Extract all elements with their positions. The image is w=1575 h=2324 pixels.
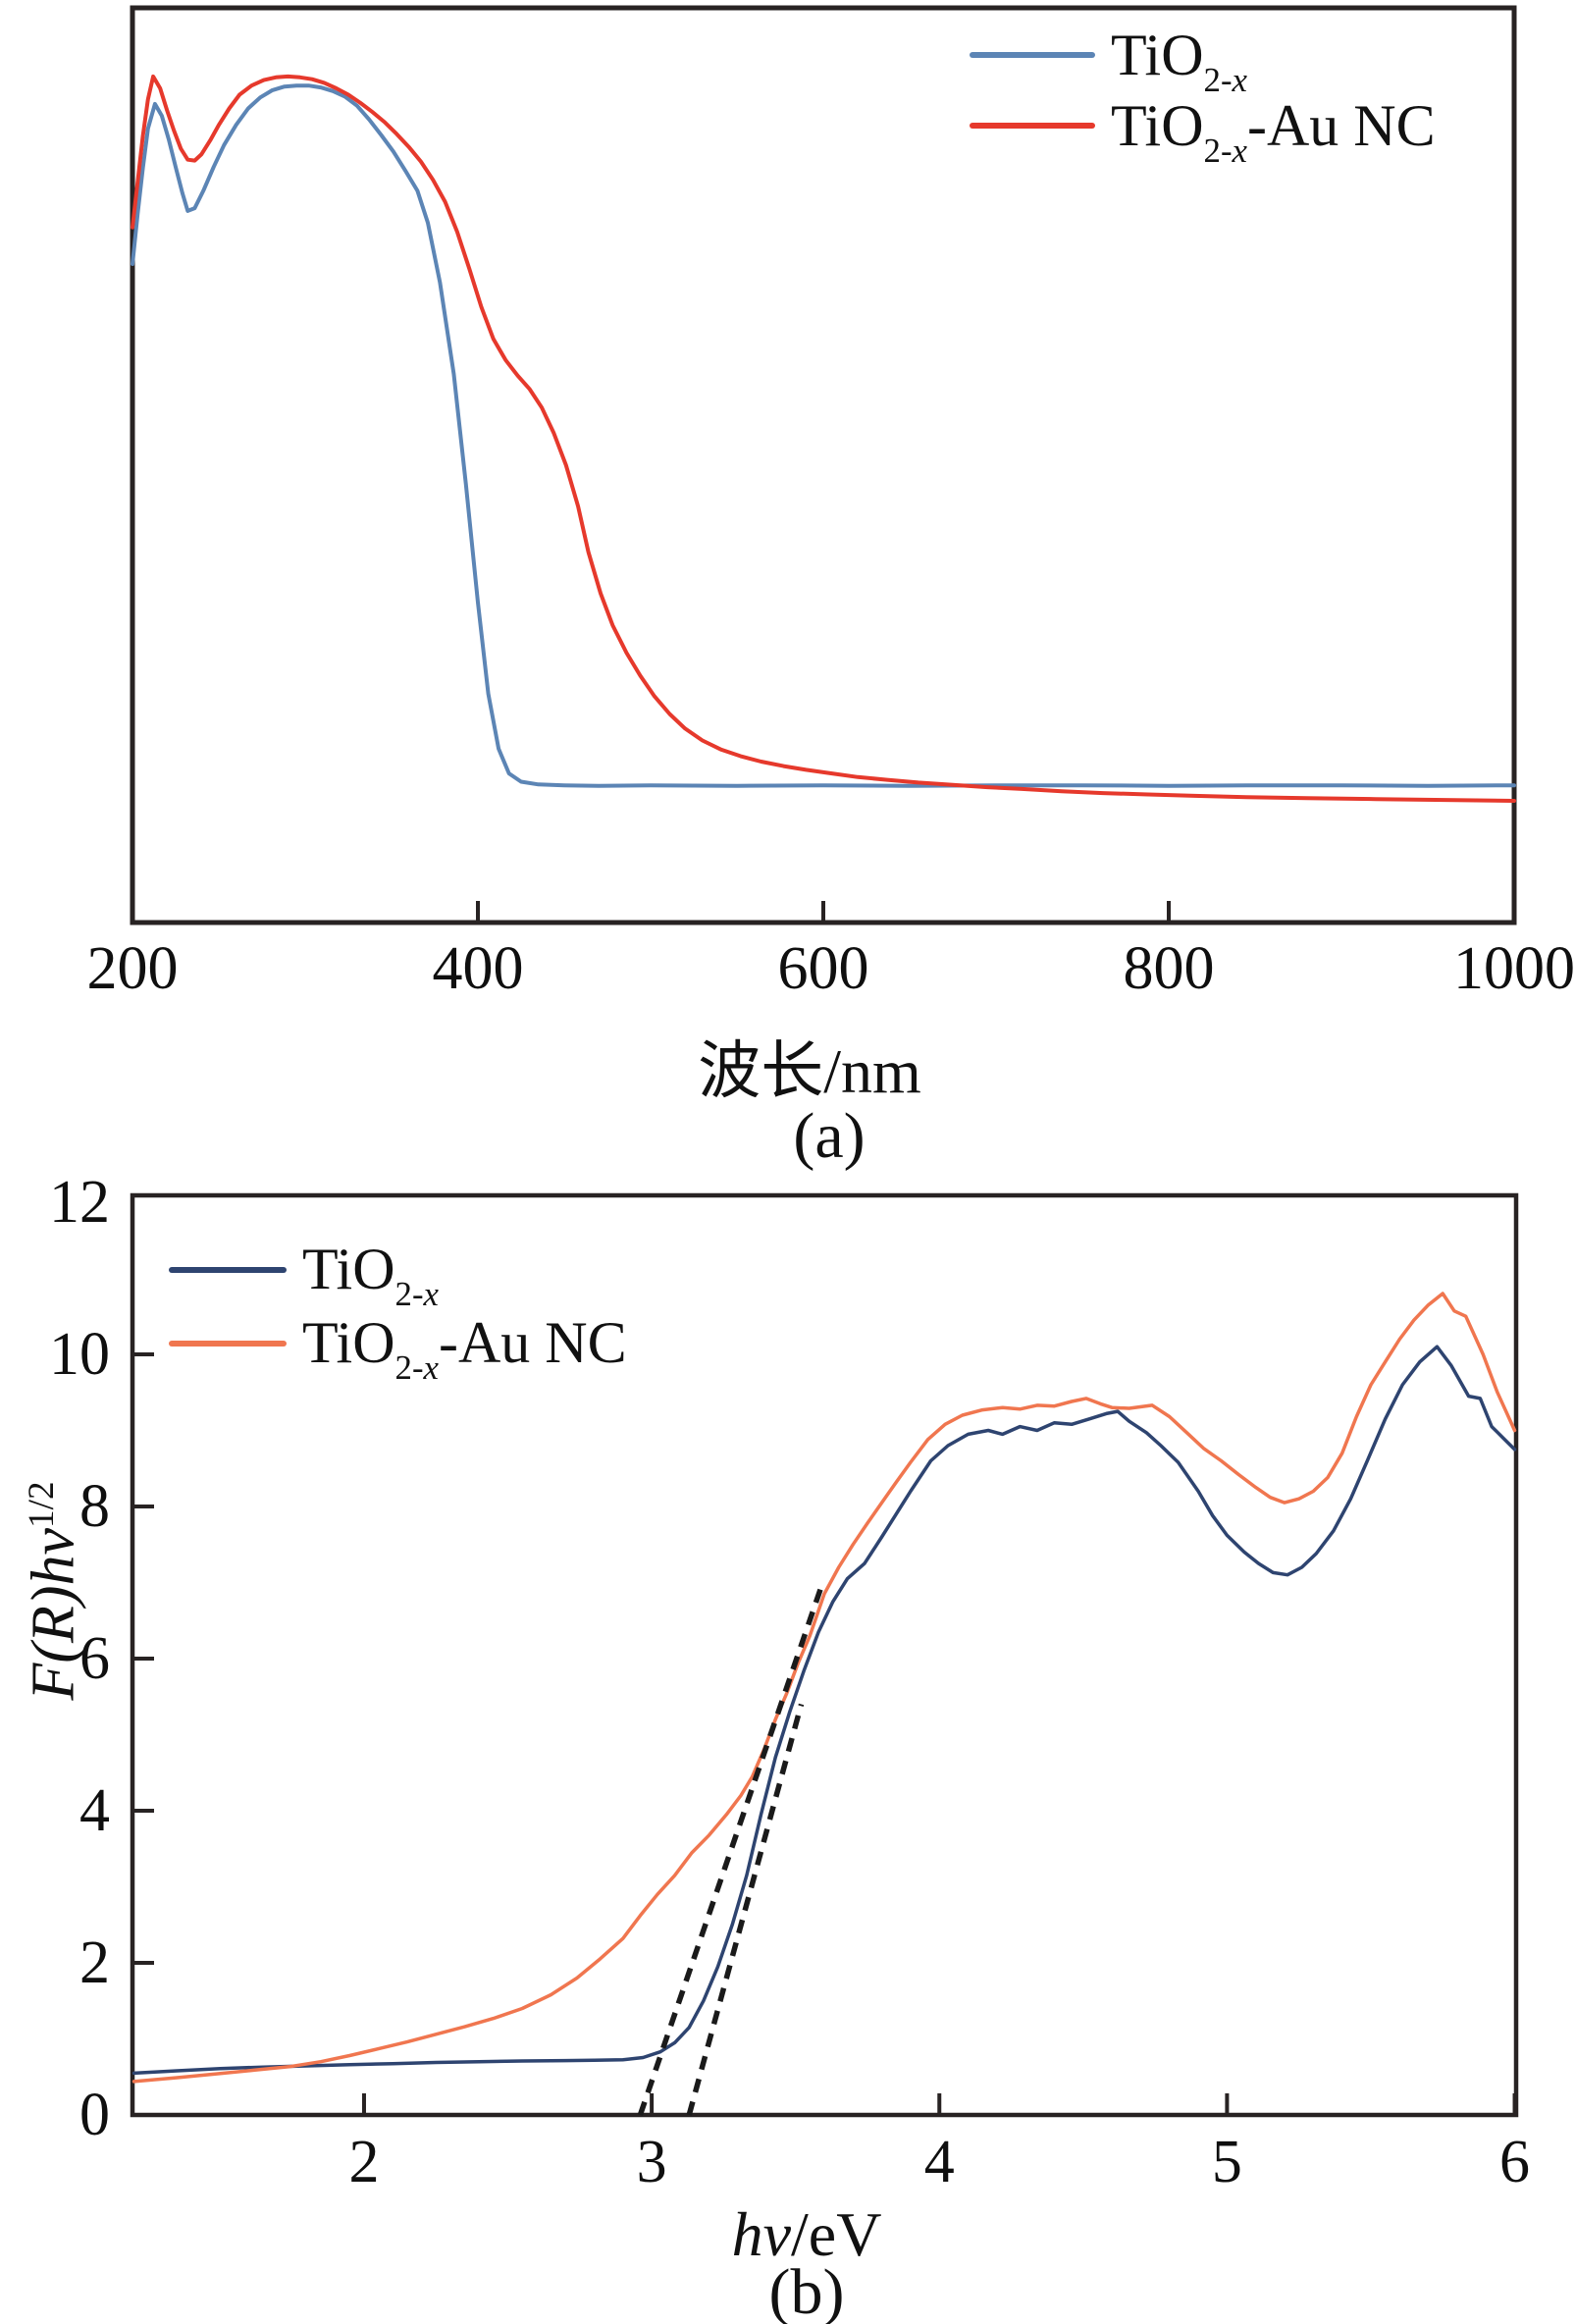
plot-frame [130,5,1517,925]
x-tick-label: 3 [636,2129,667,2195]
x-tick-label: 200 [86,935,179,1002]
formula-subscript-var: x [1232,131,1247,170]
formula-subscript: 2- [1203,60,1233,99]
x-tick-label: 600 [777,935,869,1002]
chart-b-plot [130,1192,1519,2118]
legend-label: TiO2-x-Au NC [302,1309,627,1385]
legend-line-swatch-blue [970,52,1095,58]
chart-a-plot [130,5,1517,925]
panel-b-label: (b) [768,2256,845,2324]
ylabel-main: F(R)hv [20,1527,87,1701]
chart-b-legend: TiO2-x TiO2-x-Au NC [169,1233,627,1385]
legend-line-swatch-orange [169,1340,287,1347]
legend-label: TiO2-x-Au NC [1111,92,1436,168]
formula-base: TiO [302,1237,395,1301]
curve-tio2-x [131,1345,1517,2076]
legend-line-swatch-red [970,123,1095,129]
plot-frame [130,1192,1519,2118]
x-tick-label: 1000 [1453,935,1575,1002]
x-tick-label: 800 [1123,935,1215,1002]
curve-tio2-x [131,83,1516,788]
legend-label: TiO2-x [302,1236,439,1311]
chart-a-xtick-labels: 200 400 600 800 1000 [0,934,1575,1023]
xlabel-unit: /eV [791,2199,882,2269]
bandgap-tangent-line [637,1585,824,2116]
x-tick-label: 2 [348,2129,380,2195]
x-tick-label: 5 [1211,2129,1242,2195]
formula-subscript: 2- [394,1348,424,1388]
x-tick-label: 6 [1499,2129,1531,2195]
formula-base: TiO [302,1310,395,1375]
legend-item-tio2x-aunc: TiO2-x-Au NC [970,90,1436,168]
formula-base: TiO [1111,22,1204,87]
ylabel-exponent: 1/2 [22,1481,62,1528]
chart-a-xlabel: 波长/nm [698,1036,921,1106]
formula-subscript-var: x [1232,60,1247,99]
legend-item-tio2x-aunc: TiO2-x-Au NC [169,1306,627,1385]
x-tick-label: 4 [923,2129,955,2195]
xlabel-hv: hv [731,2199,791,2269]
formula-subscript-var: x [423,1348,439,1388]
curve-tio2-x-au-nc [131,74,1516,803]
panel-a-label: (a) [793,1100,866,1172]
bandgap-tangent-line [686,1703,805,2116]
formula-suffix: -Au NC [439,1310,627,1375]
curve-tio2-x-au-nc [131,1292,1517,2084]
x-tick-label: 400 [432,935,524,1002]
legend-item-tio2x: TiO2-x [169,1233,627,1311]
chart-b-xlabel: hv/eV [512,2198,1101,2271]
legend-item-tio2x: TiO2-x [970,20,1436,97]
formula-suffix: -Au NC [1247,92,1436,158]
formula-subscript: 2- [1203,131,1233,170]
formula-subscript-var: x [423,1275,439,1314]
formula-base: TiO [1111,92,1204,158]
chart-b-ylabel: F(R)hv1/2 [0,1390,87,1792]
legend-label: TiO2-x [1111,22,1247,97]
formula-subscript: 2- [394,1275,424,1314]
legend-line-swatch-navy [169,1266,287,1273]
chart-a-legend: TiO2-x TiO2-x-Au NC [970,20,1436,168]
